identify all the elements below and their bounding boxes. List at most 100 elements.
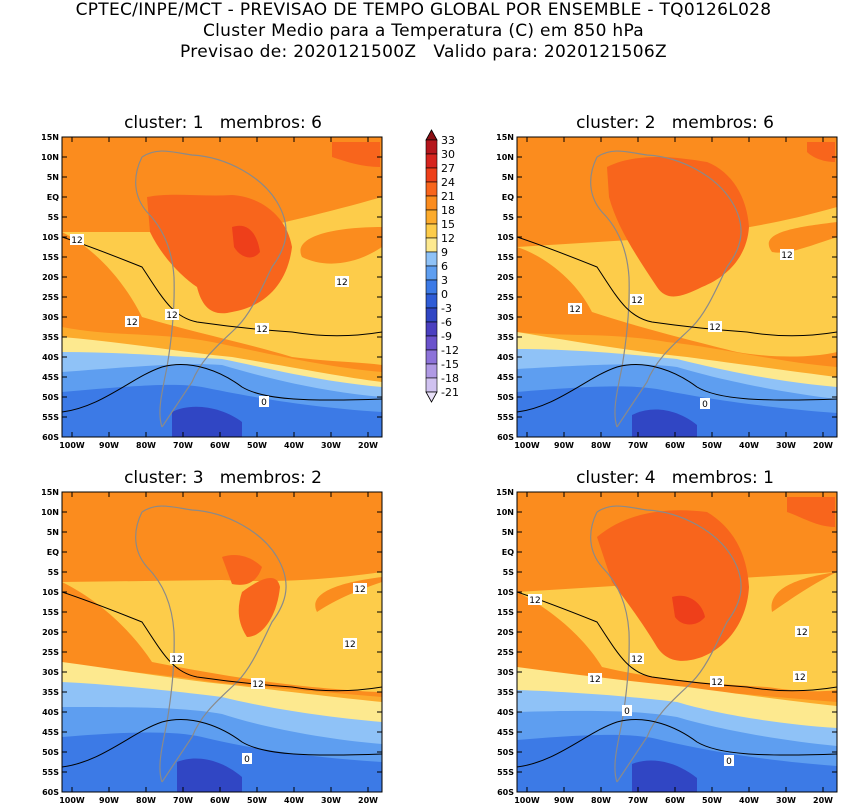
temperature-region — [517, 332, 837, 437]
colorbar-label: 33 — [441, 134, 455, 147]
colorbar-swatch — [425, 153, 438, 169]
contour-label-12: 12 — [252, 680, 263, 690]
temperature-region — [517, 734, 837, 792]
lat-tick-label: 60S — [497, 433, 514, 442]
colorbar-label: 30 — [441, 148, 455, 161]
contour-label-box — [170, 653, 184, 664]
colorbar-label: 27 — [441, 162, 455, 175]
colorbar-swatch — [425, 349, 438, 365]
colorbar-swatch — [425, 377, 438, 393]
temperature-region — [62, 732, 382, 792]
lat-tick-label: 10N — [41, 508, 59, 517]
lat-tick-label: 30S — [497, 313, 514, 322]
lon-tick-label: 70W — [173, 796, 193, 803]
temperature-region — [62, 492, 382, 697]
lat-tick-label: 35S — [497, 333, 514, 342]
contour-label-12: 12 — [631, 296, 642, 306]
lat-tick-label: 45S — [497, 373, 514, 382]
temperature-region — [517, 137, 837, 367]
lon-tick-label: 100W — [514, 796, 540, 803]
colorbar-label: -18 — [441, 372, 459, 385]
contour-label-12: 12 — [711, 678, 722, 688]
colorbar-swatch — [425, 293, 438, 309]
colorbar-label: 3 — [441, 274, 448, 287]
lon-tick-label: 100W — [59, 796, 85, 803]
contour-label-12: 12 — [631, 655, 642, 665]
lon-tick-label: 40W — [284, 796, 304, 803]
lat-tick-label: 5N — [47, 528, 59, 537]
contour-label-box — [568, 303, 582, 314]
lon-tick-label: 50W — [247, 441, 267, 450]
colorbar-arrow-top — [425, 129, 438, 141]
lat-tick-label: 5N — [47, 173, 59, 182]
colorbar-swatch — [425, 237, 438, 253]
panel-title-4: cluster: 4 membros: 1 — [576, 468, 774, 488]
contour-label-12: 12 — [166, 311, 177, 321]
header-line-2: Cluster Medio para a Temperatura (C) em … — [202, 21, 645, 41]
temperature-region — [238, 577, 280, 637]
lat-tick-label: 15N — [41, 488, 59, 497]
colorbar-label: 12 — [441, 232, 455, 245]
field-base — [517, 492, 837, 792]
contour-label-12: 12 — [126, 318, 137, 328]
lat-tick-label: 10N — [496, 153, 514, 162]
lon-tick-label: 60W — [665, 796, 685, 803]
lon-tick-label: 80W — [136, 441, 156, 450]
temperature-region — [607, 157, 749, 297]
lon-tick-label: 90W — [99, 796, 119, 803]
colorbar-label: -15 — [441, 358, 459, 371]
lat-tick-label: 35S — [42, 333, 59, 342]
panel-title-1: cluster: 1 membros: 6 — [124, 113, 322, 133]
lat-tick-label: 15S — [42, 253, 59, 262]
lat-tick-label: 45S — [42, 373, 59, 382]
contour-label-12: 12 — [336, 278, 347, 288]
lat-tick-label: 40S — [497, 353, 514, 362]
map-frame — [516, 136, 838, 438]
temperature-region — [62, 197, 382, 365]
lat-tick-label: 20S — [497, 273, 514, 282]
contour-label-12: 12 — [781, 251, 792, 261]
header-line-3: Previsao de: 2020121500Z Valido para: 20… — [180, 42, 667, 62]
temperature-region — [62, 337, 382, 437]
contour-label-box — [259, 396, 269, 407]
lon-tick-label: 90W — [99, 441, 119, 450]
coastline — [135, 511, 175, 783]
lon-tick-label: 80W — [591, 796, 611, 803]
lat-tick-label: 30S — [42, 313, 59, 322]
contour-line-12 — [62, 236, 382, 337]
contour-label-box — [528, 594, 542, 605]
colorbar-label: 24 — [441, 176, 455, 189]
lat-tick-label: 20S — [497, 628, 514, 637]
lat-tick-label: 10N — [496, 508, 514, 517]
lat-tick-label: 15N — [496, 133, 514, 142]
colorbar-swatch — [425, 167, 438, 183]
lon-tick-label: 20W — [358, 441, 378, 450]
contour-label-box — [780, 249, 794, 260]
contour-label-12: 12 — [256, 325, 267, 335]
lat-tick-label: 50S — [497, 748, 514, 757]
lon-tick-label: 30W — [776, 796, 796, 803]
coastline — [590, 511, 630, 783]
lat-tick-label: 15N — [41, 133, 59, 142]
contour-line-12 — [517, 236, 837, 337]
temperature-region — [672, 595, 705, 625]
colorbar-arrow-bottom — [425, 391, 438, 403]
temperature-region — [62, 352, 382, 437]
contour-label-box — [708, 321, 722, 332]
contour-label-12: 12 — [589, 675, 600, 685]
field-base — [517, 137, 837, 437]
contour-label-box — [242, 753, 252, 764]
contour-label-0: 0 — [244, 755, 250, 765]
temperature-region — [517, 386, 837, 437]
lon-tick-label: 70W — [173, 441, 193, 450]
temperature-region — [177, 758, 242, 792]
contour-label-0: 0 — [702, 400, 708, 410]
field-base — [62, 137, 382, 437]
coastline — [596, 150, 742, 428]
contour-line-0 — [517, 719, 837, 768]
lon-tick-label: 30W — [321, 796, 341, 803]
lon-tick-label: 20W — [358, 796, 378, 803]
lon-tick-label: 80W — [136, 796, 156, 803]
lon-tick-label: 20W — [813, 441, 833, 450]
